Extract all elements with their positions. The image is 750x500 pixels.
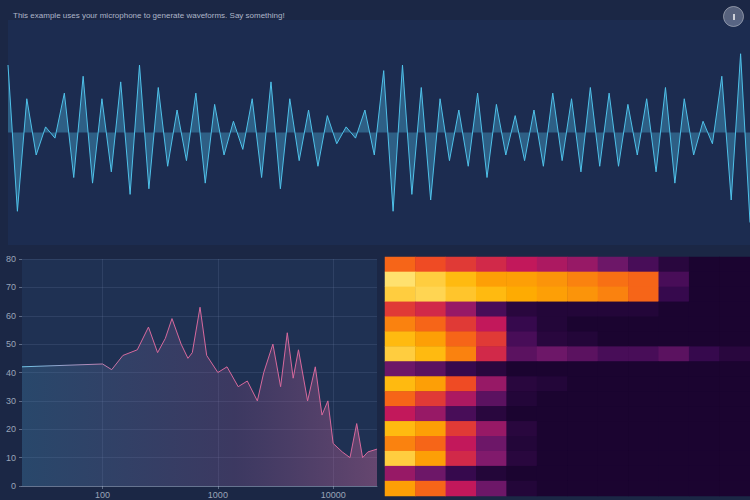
svg-text:10000: 10000 xyxy=(321,490,346,500)
svg-text:80: 80 xyxy=(6,254,16,264)
svg-text:50: 50 xyxy=(6,339,16,349)
svg-text:10: 10 xyxy=(6,453,16,463)
svg-text:20: 20 xyxy=(6,424,16,434)
svg-text:60: 60 xyxy=(6,311,16,321)
svg-text:This example uses your microph: This example uses your microphone to gen… xyxy=(13,11,285,20)
svg-text:0: 0 xyxy=(11,481,16,491)
svg-text:100: 100 xyxy=(95,490,110,500)
svg-text:40: 40 xyxy=(6,368,16,378)
svg-text:1000: 1000 xyxy=(208,490,228,500)
svg-text:70: 70 xyxy=(6,282,16,292)
svg-text:30: 30 xyxy=(6,396,16,406)
